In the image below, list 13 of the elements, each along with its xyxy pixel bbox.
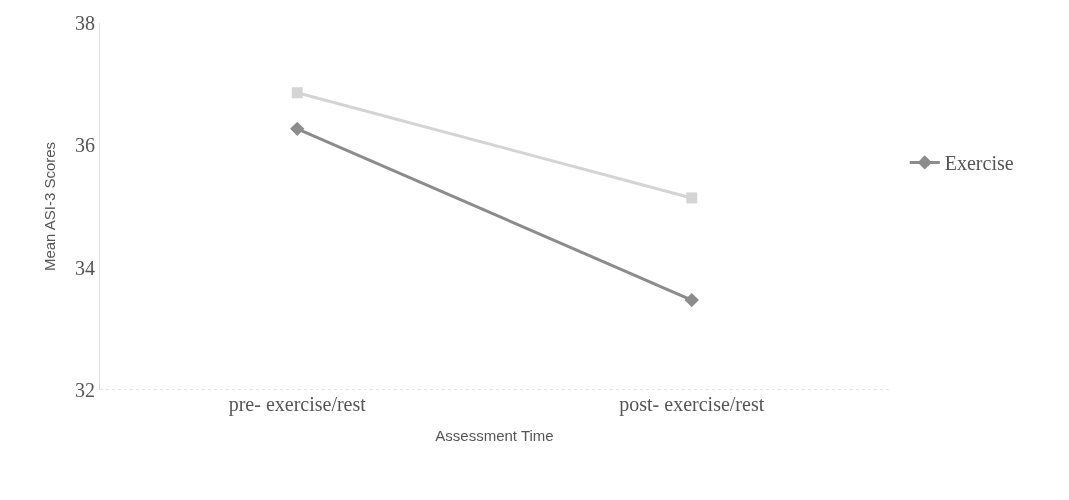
- legend-label: Exercise: [944, 152, 1014, 175]
- y-tick-label: 36: [75, 134, 95, 157]
- point: [686, 192, 698, 204]
- y-tick-label: 34: [75, 256, 95, 279]
- x-axis-title: Assessment Time: [435, 427, 554, 444]
- x-tick-label: post- exercise/rest: [619, 393, 765, 416]
- x-tick-label: pre- exercise/rest: [228, 393, 367, 416]
- y-tick-label: 32: [75, 379, 95, 401]
- y-tick-label: 38: [75, 12, 95, 34]
- point: [290, 121, 305, 136]
- point: [291, 87, 303, 99]
- point: [684, 292, 699, 308]
- y-axis-title: Mean ASI-3 Scores: [41, 141, 59, 272]
